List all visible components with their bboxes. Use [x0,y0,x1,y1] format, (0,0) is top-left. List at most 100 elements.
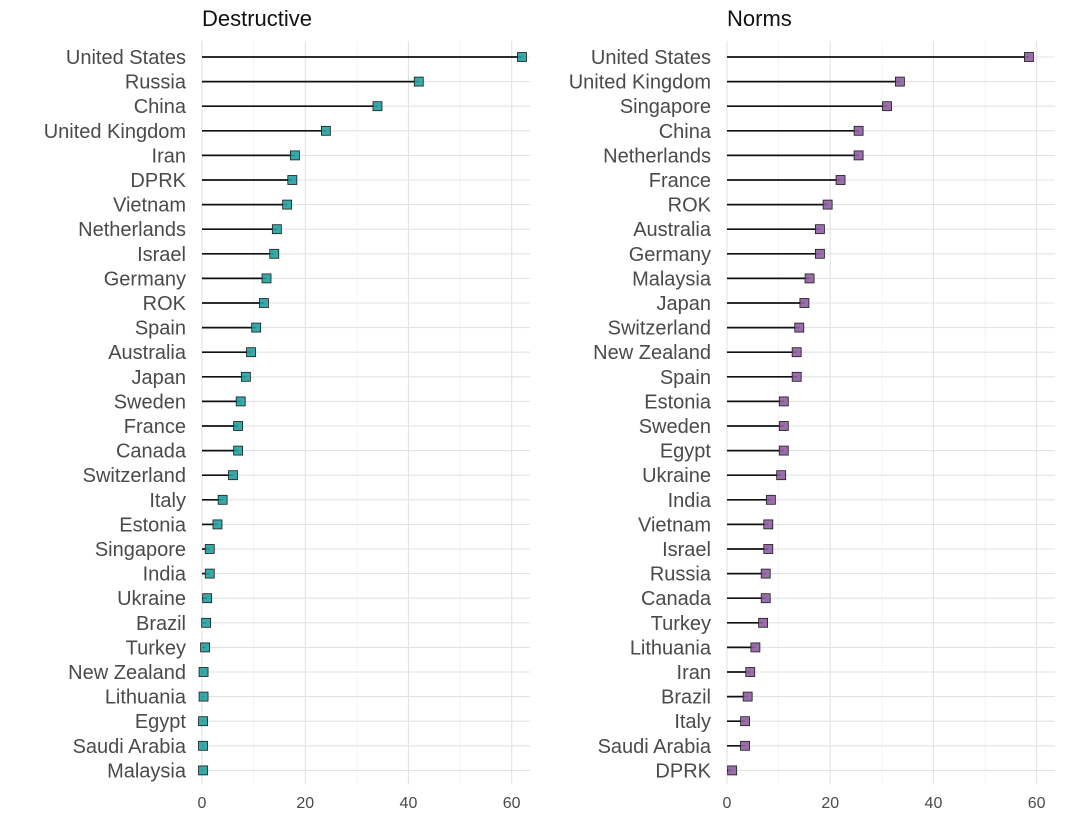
x-tick-label-60: 60 [503,795,521,812]
category-label-germany: Germany [104,268,186,290]
point-vietnam [282,199,293,210]
category-label-turkey: Turkey [651,613,711,635]
grid-lines [726,41,1055,785]
point-sweden [235,396,246,407]
category-label-ukraine: Ukraine [642,465,711,487]
category-label-vietnam: Vietnam [113,195,186,217]
x-tick-label-40: 40 [925,795,943,812]
category-label-israel: Israel [662,539,711,561]
point-singapore [204,544,215,554]
category-label-australia: Australia [108,342,187,364]
category-label-united-kingdom: United Kingdom [569,72,711,94]
point-united-states [1024,52,1034,62]
point-lithuania [750,642,761,653]
category-label-russia: Russia [125,72,187,94]
category-label-germany: Germany [629,244,711,266]
point-new-zealand [791,347,802,358]
point-vietnam [763,519,774,530]
x-tick-label-0: 0 [198,795,207,812]
category-label-iran: Iran [677,662,711,684]
point-lithuania [198,691,209,702]
point-australia [815,224,825,235]
category-label-iran: Iran [152,145,186,167]
category-label-netherlands: Netherlands [78,219,186,241]
point-dprk [287,175,298,185]
category-label-egypt: Egypt [660,441,712,463]
category-label-brazil: Brazil [136,613,186,635]
category-label-france: France [649,170,711,192]
point-japan [799,298,810,308]
point-egypt [778,445,789,456]
category-label-egypt: Egypt [135,711,187,733]
category-label-turkey: Turkey [126,637,186,659]
point-australia [246,347,256,358]
point-iran [745,667,756,677]
category-label-dprk: DPRK [655,760,711,782]
category-label-estonia: Estonia [119,514,187,536]
point-france [835,175,846,185]
point-germany [815,248,825,259]
point-estonia [212,519,223,530]
point-egypt [198,716,208,727]
category-label-new-zealand: New Zealand [593,342,711,364]
norms-panel: Norms 0 20 40 60 United States United Kingdom… [569,6,1055,812]
point-switzerland [794,322,805,333]
category-label-dprk: DPRK [130,170,186,192]
point-saudi-arabia [740,740,750,751]
point-rok [259,298,269,308]
category-label-israel: Israel [137,244,186,266]
category-label-china: China [134,96,187,118]
x-tick-label-0: 0 [723,795,732,812]
point-turkey [758,617,769,628]
category-label-saudi-arabia: Saudi Arabia [73,736,187,758]
point-spain [251,322,262,333]
point-switzerland [228,470,238,481]
point-united-kingdom [895,76,905,87]
category-label-singapore: Singapore [95,539,186,561]
point-france [233,421,244,431]
category-label-lithuania: Lithuania [630,637,712,659]
point-malaysia [804,273,815,284]
point-israel [763,544,774,554]
point-sweden [778,421,789,431]
x-tick-label-60: 60 [1028,795,1046,812]
x-tick-label-20: 20 [296,795,314,812]
x-tick-label-20: 20 [821,795,839,812]
category-label-brazil: Brazil [661,687,711,709]
point-israel [269,248,280,259]
point-brazil [201,617,212,628]
category-label-spain: Spain [660,367,711,389]
point-turkey [200,642,210,653]
category-label-ukraine: Ukraine [117,588,186,610]
point-estonia [778,396,789,407]
category-label-switzerland: Switzerland [608,318,711,340]
category-label-united-kingdom: United Kingdom [44,121,186,143]
category-label-spain: Spain [135,318,186,340]
category-label-rok: ROK [143,293,187,315]
category-label-estonia: Estonia [644,391,712,413]
point-rok [822,199,833,210]
point-india [765,494,776,505]
category-label-malaysia: Malaysia [107,760,187,782]
category-label-netherlands: Netherlands [603,145,711,167]
point-netherlands [853,150,864,161]
point-united-kingdom [320,125,331,136]
category-label-united-states: United States [591,47,711,69]
point-spain [791,371,802,382]
point-iran [290,150,300,161]
point-saudi-arabia [198,740,208,751]
category-label-malaysia: Malaysia [632,268,712,290]
category-label-sweden: Sweden [114,391,186,413]
point-india [204,568,215,579]
point-canada [233,445,244,456]
category-label-china: China [659,121,712,143]
category-label-italy: Italy [149,490,186,512]
point-russia [413,76,424,87]
category-label-rok: ROK [668,195,712,217]
point-italy [740,716,750,727]
category-label-canada: Canada [641,588,712,610]
category-label-japan: Japan [132,367,187,389]
x-tick-label-40: 40 [400,795,418,812]
category-label-switzerland: Switzerland [83,465,186,487]
